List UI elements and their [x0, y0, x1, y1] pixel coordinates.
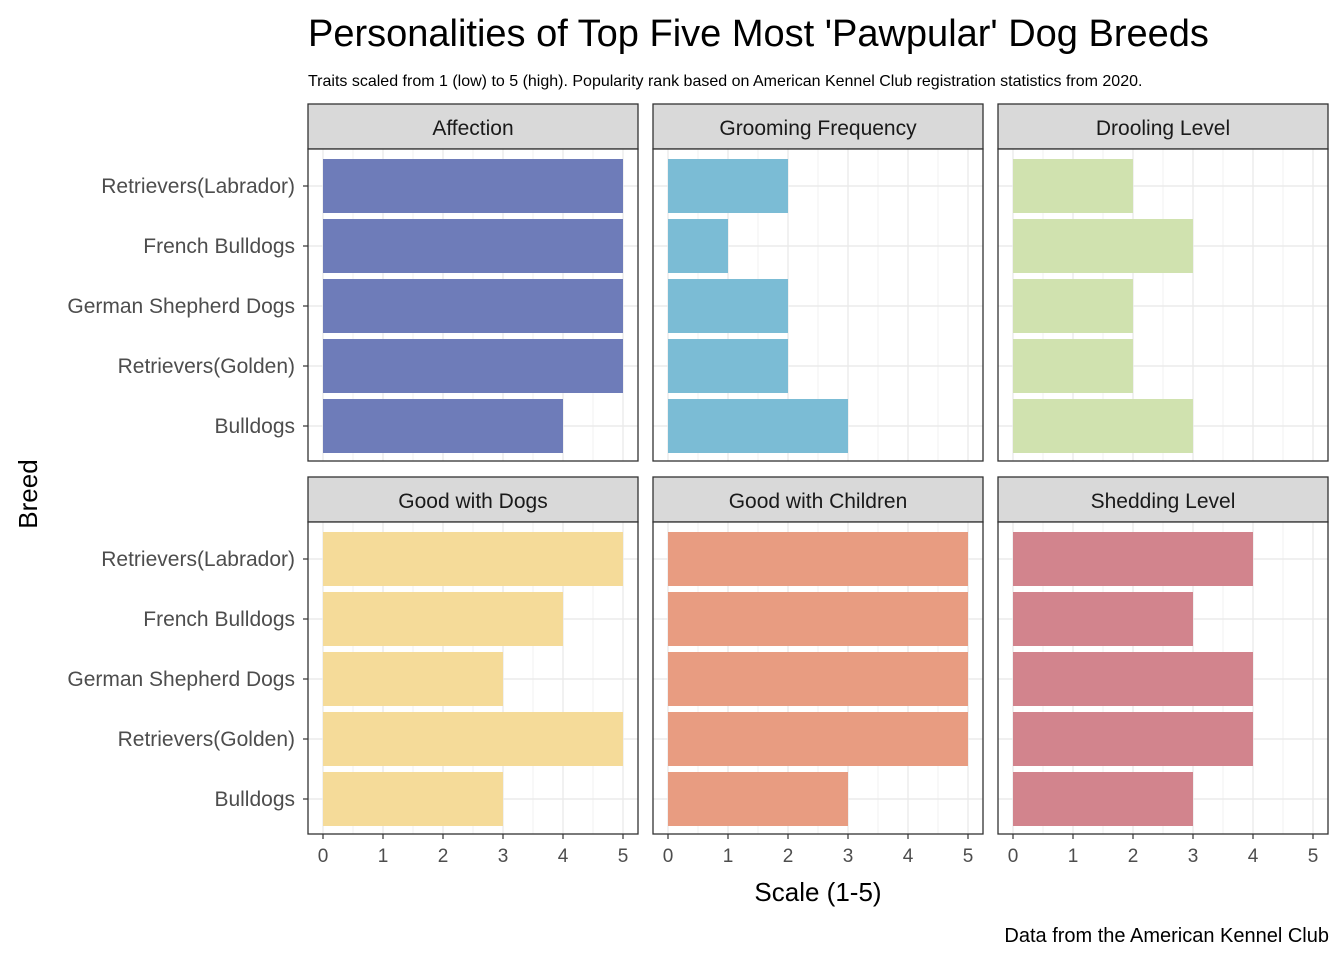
- x-tick-label: 1: [723, 846, 734, 867]
- x-tick-label: 4: [558, 846, 569, 867]
- facet-panel-drooling-level: Drooling Level: [997, 103, 1329, 462]
- bar-german-shepherd-dogs: [323, 652, 503, 706]
- bar-retrievers-labrador: [323, 532, 623, 586]
- y-tick-label: German Shepherd Dogs: [67, 668, 295, 691]
- bar-french-bulldogs: [323, 592, 563, 646]
- bar-retrievers-labrador: [668, 159, 788, 213]
- bar-retrievers-golden: [323, 339, 623, 393]
- facet-strip-label: Shedding Level: [1091, 490, 1236, 513]
- x-tick-label: 5: [1308, 846, 1319, 867]
- facet-strip-label: Grooming Frequency: [719, 117, 917, 140]
- x-tick-label: 1: [378, 846, 389, 867]
- facet-strip: [307, 103, 639, 150]
- bar-german-shepherd-dogs: [668, 652, 968, 706]
- x-tick-label: 0: [663, 846, 674, 867]
- panel-border: [997, 148, 1329, 462]
- bar-retrievers-golden: [1013, 712, 1253, 766]
- chart-caption: Data from the American Kennel Club: [1004, 925, 1329, 947]
- bar-french-bulldogs: [668, 219, 728, 273]
- bar-french-bulldogs: [323, 219, 623, 273]
- bar-retrievers-labrador: [668, 532, 968, 586]
- facet-panel-grooming-frequency: Grooming Frequency: [652, 103, 984, 462]
- x-tick-label: 0: [318, 846, 329, 867]
- x-tick-label: 5: [618, 846, 629, 867]
- x-tick-label: 0: [1008, 846, 1019, 867]
- bar-french-bulldogs: [1013, 219, 1193, 273]
- facet-panel-affection: Affection Retrievers(Labrador) French Bull…: [67, 103, 639, 462]
- x-tick-label: 3: [843, 846, 854, 867]
- y-tick-label: Bulldogs: [214, 415, 295, 438]
- bar-retrievers-golden: [323, 712, 623, 766]
- bar-bulldogs: [1013, 772, 1193, 826]
- bar-bulldogs: [668, 399, 848, 453]
- bar-bulldogs: [668, 772, 848, 826]
- x-tick-label: 2: [783, 846, 794, 867]
- bar-bulldogs: [323, 772, 503, 826]
- facet-panel-good-with-dogs: Good with Dogs Retrievers(Labrador) French…: [67, 476, 639, 867]
- y-tick-label: Retrievers(Golden): [118, 355, 295, 378]
- bar-bulldogs: [1013, 399, 1193, 453]
- facet-panels: Affection Retrievers(Labrador) French Bull…: [67, 103, 1329, 867]
- panel-border: [652, 148, 984, 462]
- y-tick-label: Bulldogs: [214, 788, 295, 811]
- panel-border: [307, 521, 639, 835]
- bar-retrievers-labrador: [1013, 159, 1133, 213]
- bar-retrievers-labrador: [323, 159, 623, 213]
- bar-retrievers-labrador: [1013, 532, 1253, 586]
- bar-german-shepherd-dogs: [1013, 652, 1253, 706]
- x-tick-label: 4: [903, 846, 914, 867]
- y-tick-label: French Bulldogs: [143, 608, 295, 631]
- facet-panel-good-with-children: Good with Children 0 1 2 3 4 5: [652, 476, 984, 867]
- y-tick-label: French Bulldogs: [143, 235, 295, 258]
- facet-strip-label: Good with Dogs: [398, 490, 547, 513]
- bar-german-shepherd-dogs: [323, 279, 623, 333]
- panel-border: [307, 148, 639, 462]
- facet-strip-label: Good with Children: [729, 490, 908, 513]
- y-tick-label: German Shepherd Dogs: [67, 295, 295, 318]
- x-tick-label: 2: [1128, 846, 1139, 867]
- bar-german-shepherd-dogs: [668, 279, 788, 333]
- x-tick-label: 5: [963, 846, 974, 867]
- chart-subtitle: Traits scaled from 1 (low) to 5 (high). …: [308, 73, 1142, 90]
- x-tick-label: 1: [1068, 846, 1079, 867]
- facet-strip-label: Affection: [432, 117, 513, 140]
- bar-retrievers-golden: [668, 339, 788, 393]
- bar-french-bulldogs: [668, 592, 968, 646]
- bar-german-shepherd-dogs: [1013, 279, 1133, 333]
- bar-bulldogs: [323, 399, 563, 453]
- bar-retrievers-golden: [668, 712, 968, 766]
- facet-strip: [307, 476, 639, 523]
- facet-strip: [997, 103, 1329, 150]
- y-axis-title: Breed: [13, 459, 43, 528]
- panel-border: [997, 521, 1329, 835]
- facet-strip: [652, 103, 984, 150]
- y-tick-label: Retrievers(Labrador): [101, 175, 295, 198]
- bar-retrievers-golden: [1013, 339, 1133, 393]
- bar-french-bulldogs: [1013, 592, 1193, 646]
- x-tick-label: 2: [438, 846, 449, 867]
- x-tick-label: 4: [1248, 846, 1259, 867]
- y-tick-label: Retrievers(Golden): [118, 728, 295, 751]
- chart-title: Personalities of Top Five Most 'Pawpular…: [308, 13, 1209, 55]
- facet-strip: [997, 476, 1329, 523]
- facet-strip: [652, 476, 984, 523]
- facet-strip-label: Drooling Level: [1096, 117, 1230, 140]
- x-axis-title: Scale (1-5): [754, 877, 881, 907]
- x-tick-label: 3: [1188, 846, 1199, 867]
- facet-panel-shedding-level: Shedding Level 0 1 2 3 4 5: [997, 476, 1329, 867]
- x-tick-label: 3: [498, 846, 509, 867]
- y-tick-label: Retrievers(Labrador): [101, 548, 295, 571]
- panel-border: [652, 521, 984, 835]
